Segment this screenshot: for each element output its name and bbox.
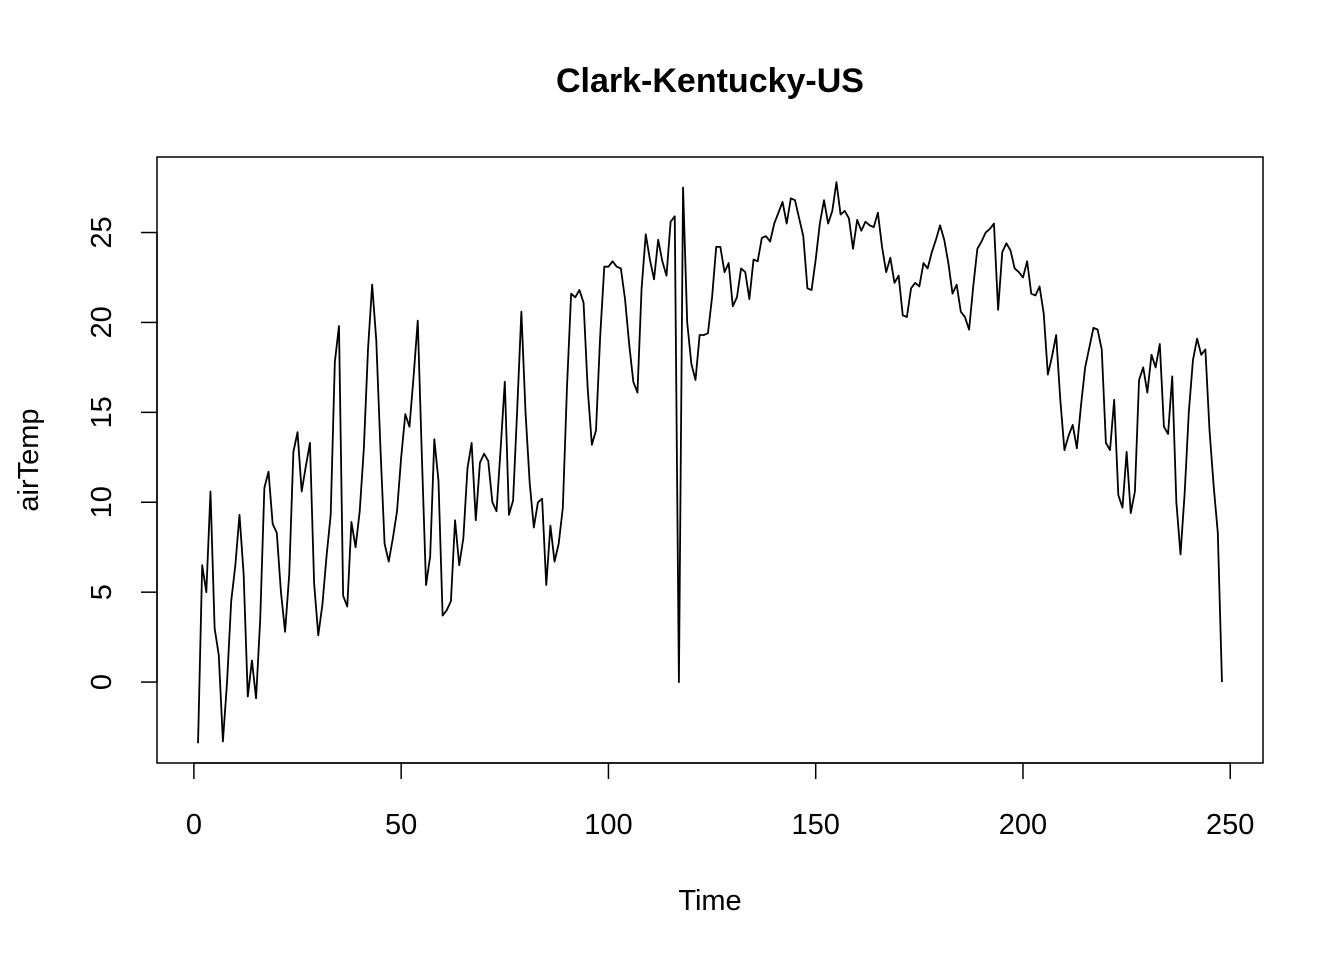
x-tick-label: 100	[584, 809, 632, 841]
y-tick-label: 15	[86, 396, 118, 428]
x-tick-label: 150	[792, 809, 840, 841]
y-axis: 0 5 10 15 20 25	[86, 216, 158, 690]
y-tick-label: 25	[86, 216, 118, 248]
y-tick-label: 20	[86, 306, 118, 338]
series-line-0	[197, 181, 1223, 744]
y-tick-label: 10	[86, 486, 118, 518]
y-tick-label: 5	[86, 584, 118, 600]
chart-title: Clark-Kentucky-US	[556, 62, 864, 100]
plot-box	[156, 156, 1264, 764]
x-tick-label: 50	[385, 809, 417, 841]
x-tick-label: 200	[999, 809, 1047, 841]
y-tick-label: 0	[86, 674, 118, 690]
x-axis: 0 50 100 150 200 250	[186, 762, 1254, 841]
x-tick-label: 250	[1206, 809, 1254, 841]
x-tick-label: 0	[186, 809, 202, 841]
series-group	[197, 181, 1223, 744]
y-axis-title: airTemp	[13, 408, 45, 511]
x-axis-title: Time	[678, 885, 741, 917]
